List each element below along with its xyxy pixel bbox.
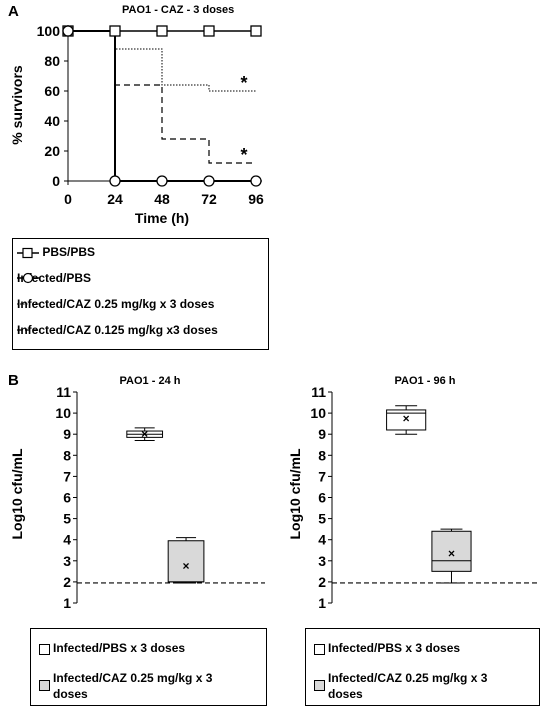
- series-point-pbs-pbs: [109, 25, 121, 37]
- y-tick-label: 7: [318, 468, 326, 484]
- y-tick-label: 9: [318, 426, 326, 442]
- legend-item-infected-pbs: Infected/PBS: [17, 271, 91, 285]
- y-tick-label: 2: [318, 574, 326, 590]
- white-box-swatch-icon: [314, 644, 325, 655]
- panel-a-letter: A: [8, 3, 19, 20]
- x-tick-label: 48: [154, 191, 170, 207]
- boxplot-24h-plot-area: 1 2 3 4 5 6 7 8 9 10 11 × ×: [55, 384, 265, 611]
- series-line-infected-pbs: [68, 30, 256, 182]
- legend-label: Infected/CAZ 0.25 mg/kg x 3 doses: [17, 297, 215, 311]
- mean-marker: ×: [403, 411, 410, 425]
- survival-plot-area: 0 20 40 60 80 100 0 24 48 72 96 * *: [37, 23, 264, 207]
- legend-item-caz-0125: Infected/CAZ 0.125 mg/kg x3 doses: [17, 323, 218, 337]
- x-tick-label: 0: [64, 191, 72, 207]
- series-point-pbs-pbs: [203, 25, 215, 37]
- box: [431, 530, 472, 572]
- x-tick-label: 96: [248, 191, 264, 207]
- series-point-infected-pbs: [109, 175, 121, 187]
- mean-marker: ×: [141, 427, 148, 441]
- series-point-pbs-pbs: [156, 25, 168, 37]
- white-box-swatch-icon: [39, 644, 50, 655]
- y-tick-label: 10: [310, 405, 326, 421]
- series-point-pbs-pbs: [250, 25, 262, 37]
- survival-legend: PBS/PBS Infected/PBS Infected/CAZ 0.25 m…: [12, 238, 269, 350]
- x-tick-label: 72: [201, 191, 217, 207]
- y-tick-label: 4: [318, 532, 326, 548]
- y-tick-label: 1: [318, 595, 326, 611]
- series-point-infected-pbs: [203, 175, 215, 187]
- legend-item-infected-pbs: Infected/PBS x 3 doses: [328, 641, 461, 655]
- series-line-caz-025: [68, 30, 256, 92]
- legend-item-caz-025: Infected/CAZ 0.25 mg/kg x 3 doses: [17, 297, 214, 311]
- mean-marker: ×: [183, 559, 190, 573]
- y-tick-label: 5: [318, 511, 326, 527]
- legend-label: Infected/PBS: [17, 271, 92, 285]
- y-tick-label: 4: [63, 532, 71, 548]
- y-tick-label: 100: [37, 23, 61, 39]
- y-tick-label: 11: [311, 384, 326, 400]
- dashed-line-icon: [17, 329, 39, 331]
- significance-annotation: *: [240, 73, 247, 93]
- boxplot-96h-title: PAO1 - 96 h: [395, 375, 456, 387]
- y-tick-label: 8: [63, 447, 71, 463]
- survival-chart: PAO1 - CAZ - 3 doses % survivors Time (h…: [9, 4, 264, 226]
- legend-item-infected-caz: Infected/CAZ 0.25 mg/kg x 3: [53, 671, 213, 685]
- x-tick-label: 24: [107, 191, 123, 207]
- square-marker-icon: [17, 247, 39, 258]
- legend-item-infected-caz-cont: doses: [53, 687, 88, 701]
- y-tick-label: 8: [318, 447, 326, 463]
- gray-box-swatch-icon: [39, 680, 50, 691]
- y-tick-label: 10: [55, 405, 71, 421]
- y-tick-label: 6: [318, 490, 326, 506]
- box: [386, 409, 427, 431]
- series-point-infected-pbs: [62, 25, 74, 37]
- legend-label: Infected/CAZ 0.125 mg/kg x3 doses: [17, 323, 218, 337]
- y-tick-label: 3: [63, 553, 71, 569]
- boxplot-96h: PAO1 - 96 h Log10 cfu/mL 1 2 3 4 5 6 7 8 9 10 11 × ×: [287, 375, 538, 611]
- y-tick-label: 9: [63, 426, 71, 442]
- significance-annotation: *: [240, 145, 247, 165]
- legend-item-infected-pbs: Infected/PBS x 3 doses: [53, 641, 186, 655]
- panel-b-letter: B: [8, 372, 19, 389]
- legend-item-infected-caz: Infected/CAZ 0.25 mg/kg x 3: [328, 671, 488, 685]
- boxplot-24h-y-label: Log10 cfu/mL: [9, 448, 25, 539]
- boxplot-96h-legend: Infected/PBS x 3 doses Infected/CAZ 0.25…: [305, 628, 540, 706]
- series-line-caz-0125: [68, 30, 256, 164]
- dotted-line-icon: [17, 303, 39, 305]
- boxplot-96h-plot-area: 1 2 3 4 5 6 7 8 9 10 11 × ×: [310, 384, 538, 611]
- mean-marker: ×: [448, 546, 455, 560]
- y-tick-label: 6: [63, 490, 71, 506]
- boxplot-24h: PAO1 - 24 h Log10 cfu/mL 1 2 3 4 5 6 7 8 9 10 11 × ×: [9, 375, 265, 611]
- survival-chart-title: PAO1 - CAZ - 3 doses: [122, 4, 234, 16]
- boxplot-96h-y-label: Log10 cfu/mL: [287, 448, 303, 539]
- circle-marker-icon: [17, 272, 39, 284]
- legend-item-pbs-pbs: PBS/PBS: [17, 245, 95, 260]
- legend-label: PBS/PBS: [42, 245, 96, 259]
- y-tick-label: 3: [318, 553, 326, 569]
- series-point-infected-pbs: [250, 175, 262, 187]
- y-tick-label: 11: [56, 384, 71, 400]
- y-tick-label: 40: [44, 113, 60, 129]
- legend-item-infected-caz-cont: doses: [328, 687, 363, 701]
- y-tick-label: 7: [63, 468, 71, 484]
- y-tick-label: 60: [44, 83, 60, 99]
- y-tick-label: 80: [44, 53, 60, 69]
- survival-x-label: Time (h): [135, 210, 189, 226]
- y-tick-label: 2: [63, 574, 71, 590]
- survival-y-label: % survivors: [9, 65, 25, 145]
- box: [167, 540, 205, 583]
- boxplot-24h-title: PAO1 - 24 h: [120, 375, 181, 387]
- y-tick-label: 1: [63, 595, 71, 611]
- y-tick-label: 0: [52, 173, 60, 189]
- y-tick-label: 20: [44, 143, 60, 159]
- series-point-infected-pbs: [156, 175, 168, 187]
- gray-box-swatch-icon: [314, 680, 325, 691]
- y-tick-label: 5: [63, 511, 71, 527]
- boxplot-24h-legend: Infected/PBS x 3 doses Infected/CAZ 0.25…: [30, 628, 267, 706]
